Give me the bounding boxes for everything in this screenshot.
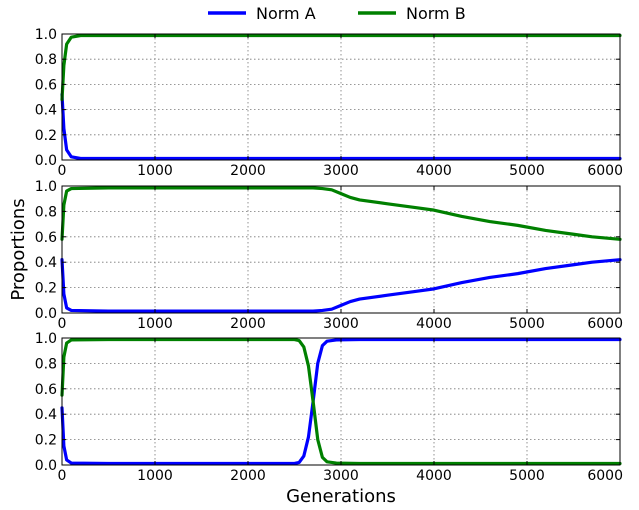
- legend-label: Norm A: [256, 4, 316, 23]
- x-tick-label: 1000: [137, 468, 173, 484]
- x-tick-label: 4000: [416, 468, 452, 484]
- x-tick-label: 0: [58, 163, 67, 179]
- series-line-norm-b: [60, 33, 622, 102]
- series-line-norm-b: [60, 186, 622, 241]
- series-line-norm-a: [60, 258, 622, 313]
- legend-item-2: Norm B: [358, 4, 466, 23]
- y-tick-label: 0.2: [35, 433, 57, 449]
- legend-item-1: Norm A: [208, 4, 316, 23]
- x-tick-label: 1000: [137, 163, 173, 179]
- panels: 0 1000 2000 3000 4000 5000 6000 0.0 0.2 0.4 0.6 0.8…: [35, 27, 623, 484]
- y-tick-label: 0.0: [35, 306, 57, 322]
- y-tick-label: 1.0: [35, 179, 57, 195]
- x-tick-label: 2000: [230, 316, 266, 332]
- y-tick-label: 0.4: [35, 407, 57, 423]
- y-tick-label: 0.6: [35, 77, 57, 93]
- y-tick-label: 0.0: [35, 458, 57, 474]
- y-tick-label: 1.0: [35, 27, 57, 43]
- y-tick-label: 0.8: [35, 52, 57, 68]
- y-tick-label: 0.2: [35, 281, 57, 297]
- x-tick-label: 5000: [509, 163, 545, 179]
- x-tick-label: 3000: [323, 468, 359, 484]
- panel-1: 0 1000 2000 3000 4000 5000 6000 0.0 0.2 0.4 0.6 0.8…: [35, 27, 623, 179]
- x-tick-label: 5000: [509, 316, 545, 332]
- y-tick-label: 0.6: [35, 382, 57, 398]
- legend-label: Norm B: [406, 4, 466, 23]
- x-tick-label: 6000: [587, 468, 623, 484]
- y-tick-label: 0.2: [35, 128, 57, 144]
- plot-frame: [61, 185, 621, 314]
- y-tick-label: 0.4: [35, 255, 57, 271]
- series-line-norm-a: [60, 337, 622, 466]
- x-tick-label: 1000: [137, 316, 173, 332]
- x-axis-title: Generations: [286, 486, 396, 507]
- y-tick-label: 1.0: [35, 331, 57, 347]
- series-line-norm-b: [60, 337, 622, 466]
- panel-2: 0 1000 2000 3000 4000 5000 6000 0.0 0.2 0.4 0.6 0.8…: [35, 179, 623, 332]
- x-tick-label: 0: [58, 468, 67, 484]
- x-tick-label: 4000: [416, 316, 452, 332]
- x-tick-label: 0: [58, 316, 67, 332]
- legend: Norm A Norm B: [208, 4, 466, 23]
- x-tick-label: 5000: [509, 468, 545, 484]
- y-tick-label: 0.0: [35, 153, 57, 169]
- y-tick-label: 0.8: [35, 204, 57, 220]
- y-tick-label: 0.4: [35, 103, 57, 119]
- y-tick-label: 0.8: [35, 356, 57, 372]
- x-tick-label: 3000: [323, 163, 359, 179]
- x-tick-label: 2000: [230, 163, 266, 179]
- panel-3: 0 1000 2000 3000 4000 5000 6000 0.0 0.2 0.4 0.6 0.8…: [35, 331, 623, 484]
- x-tick-label: 3000: [323, 316, 359, 332]
- y-axis-title: Proportions: [8, 198, 29, 300]
- x-tick-label: 6000: [587, 316, 623, 332]
- x-tick-label: 4000: [416, 163, 452, 179]
- y-tick-label: 0.6: [35, 230, 57, 246]
- plot-frame: [61, 337, 621, 466]
- series-line-norm-a: [60, 92, 622, 161]
- plot-frame: [61, 33, 621, 161]
- x-tick-label: 6000: [587, 163, 623, 179]
- x-tick-label: 2000: [230, 468, 266, 484]
